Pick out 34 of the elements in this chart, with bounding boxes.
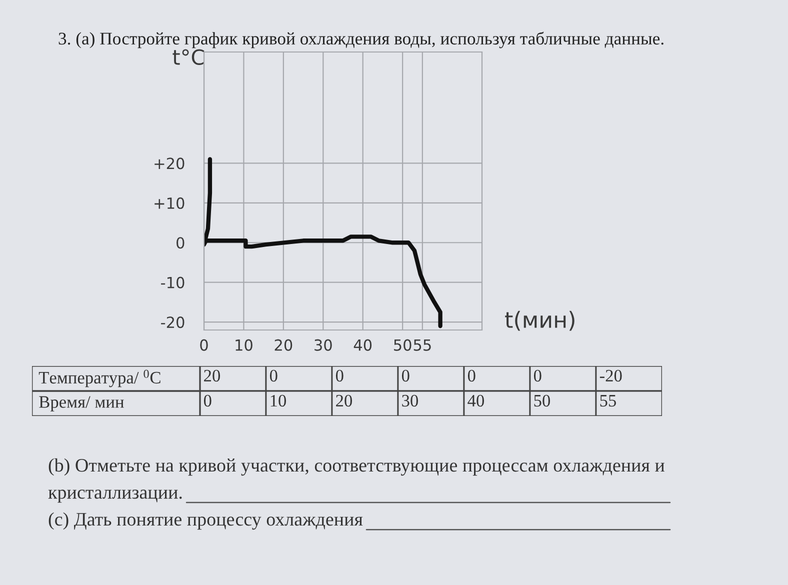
text: (b) Отметьте на кривой участки, соответствующие процессам охлаждения и кристаллизации. [48,458,664,503]
line-series [204,157,442,328]
y-tick-label: -20 [161,316,184,328]
data-label: 0 [270,370,278,382]
y-tick-label: +10 [154,197,184,209]
x-tick-label: 20 [274,339,292,351]
x-tick-label: 30 [314,339,332,351]
x-axis-title: t(мин) [505,310,574,331]
x-tick-label: 40 [354,339,372,351]
data-label: 20 [336,394,352,407]
data-label: 0 [204,394,212,407]
data-label: 0 [534,370,542,382]
data-label: 0 [402,370,410,382]
x-tick-label: 50 [394,339,412,351]
x-tick-label: 0 [200,339,208,351]
x-tick-label: 10 [236,339,252,351]
data-label: 40 [468,394,484,407]
data-label: 50 [534,394,550,407]
text: (c) Дать понятие процессу охлаждения [48,512,363,530]
y-tick-label: +20 [154,158,184,170]
chart-title: 3. (a) Постройте график кривой охлаждения воды, используя табличные данные. [58,32,664,48]
data-label: -20 [600,370,622,382]
y-axis-title: t°C [172,49,204,65]
data-label: 0 [468,370,476,382]
data-label: 20 [204,370,220,382]
y-tick-label: Температура/ $^{0}$C [38,370,160,388]
data-label: 30 [402,394,418,407]
data-label: 0 [336,370,344,382]
data-label: 10 [270,394,286,407]
x-tick-label: 55 [414,340,431,351]
y-tick-label: -10 [161,276,184,288]
data-label: 55 [600,395,616,407]
y-tick-label: 0 [176,237,184,249]
y-tick-label: Время/ мин [39,396,124,412]
